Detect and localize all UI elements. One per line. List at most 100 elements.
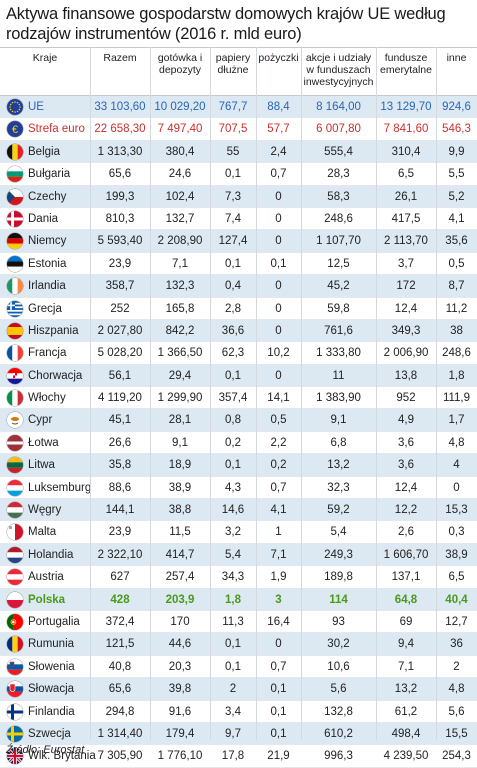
value-inne: 924,6 <box>442 101 471 113</box>
country-name: Litwa <box>28 459 55 472</box>
table-row: UE 33 103,60 10 029,20 767,7 88,4 8 164,00 13 … <box>0 96 477 119</box>
value-razem: 4 119,20 <box>98 392 142 405</box>
header-akcje: akcje i udziały w funduszach inwestycyjn… <box>303 52 374 88</box>
value-papiery: 5,4 <box>225 548 241 561</box>
flag-se-icon <box>7 725 23 742</box>
flag-lv-icon <box>7 434 23 451</box>
page-title: Aktywa finansowe gospodarstw domowych kr… <box>6 5 446 43</box>
value-razem: 5 028,20 <box>97 347 143 360</box>
flag-hu-icon <box>7 502 23 519</box>
table-row: Czechy 199,3 102,4 7,3 0 58,3 26,1 5,2 <box>0 185 477 208</box>
value-akcje: 761,6 <box>324 324 353 337</box>
table-row: Słowenia 40,8 20,3 0,1 0,7 10,6 7,1 2 <box>0 656 477 679</box>
value-akcje: 1 383,90 <box>316 392 361 405</box>
value-papiery: 0,1 <box>225 660 241 673</box>
value-inne: 0 <box>453 481 460 494</box>
value-gotowka: 132,7 <box>165 212 195 225</box>
country-name: Portugalia <box>28 615 80 628</box>
value-papiery: 4,3 <box>225 481 241 494</box>
column-divider <box>256 47 257 740</box>
flag-be-icon <box>7 143 23 160</box>
value-papiery: 0,1 <box>225 168 241 181</box>
value-fundusze: 2 113,70 <box>384 235 428 248</box>
value-fundusze: 4,9 <box>398 414 414 427</box>
value-inne: 38,9 <box>445 548 468 561</box>
column-divider <box>301 47 302 740</box>
flag-es-icon <box>7 322 23 339</box>
value-akcje: 10,6 <box>327 660 350 673</box>
table-row: Cypr 45,1 28,1 0,8 0,5 9,1 4,9 1,7 <box>0 409 477 432</box>
euro-flag-icon: € <box>7 121 23 138</box>
value-pozyczki: 7,1 <box>270 548 287 561</box>
value-razem: 65,6 <box>108 168 132 181</box>
value-akcje: 59,2 <box>327 504 350 517</box>
table-row: Portugalia 372,4 170 11,3 16,4 93 69 12,7 <box>0 611 477 634</box>
value-pozyczki: 0 <box>275 280 282 293</box>
value-papiery: 0,1 <box>225 459 241 472</box>
value-pozyczki: 0 <box>275 190 282 203</box>
value-fundusze: 64,8 <box>394 593 418 606</box>
value-razem: 428 <box>110 593 130 606</box>
header-pozyczki: pożyczki <box>258 52 299 64</box>
value-papiery: 7,3 <box>225 190 241 203</box>
value-akcje: 6 007,80 <box>316 123 361 136</box>
value-razem: 810,3 <box>105 212 135 225</box>
value-fundusze: 952 <box>396 392 416 405</box>
value-fundusze: 137,1 <box>391 571 421 584</box>
value-gotowka: 842,2 <box>165 324 195 337</box>
value-gotowka: 203,9 <box>165 593 195 606</box>
value-gotowka: 10 029,20 <box>154 101 206 113</box>
value-inne: 4,8 <box>448 683 465 696</box>
data-table: Kraje Razem gotówka i depozyty papiery d… <box>0 47 477 768</box>
value-gotowka: 11,5 <box>169 526 191 539</box>
value-papiery: 14,6 <box>221 504 245 517</box>
value-fundusze: 3,6 <box>398 459 414 472</box>
header-fundusze: fundusze emerytalne <box>380 52 432 76</box>
value-pozyczki: 0,1 <box>270 257 287 270</box>
country-name: Malta <box>28 526 57 539</box>
flag-nl-icon <box>7 546 23 563</box>
value-pozyczki: 10,2 <box>267 347 290 360</box>
table-row: Hiszpania 2 027,80 842,2 36,6 0 761,6 349,3 38 <box>0 319 477 343</box>
value-razem: 199,3 <box>105 190 135 203</box>
flag-cz-icon <box>7 188 23 205</box>
value-akcje: 9,1 <box>330 414 347 427</box>
value-fundusze: 417,5 <box>391 212 421 225</box>
value-papiery: 11,3 <box>222 615 244 628</box>
value-gotowka: 170 <box>170 615 190 628</box>
table-row: Dania 810,3 132,7 7,4 0 248,6 417,5 4,1 <box>0 208 477 231</box>
value-fundusze: 13,8 <box>394 369 418 382</box>
value-inne: 8,7 <box>448 280 465 293</box>
flag-cy-icon <box>7 412 23 429</box>
table-row: Włochy 4 119,20 1 299,90 357,4 14,1 1 383,90 9… <box>0 387 477 410</box>
column-divider <box>436 47 437 740</box>
value-inne: 1,8 <box>448 369 465 382</box>
value-akcje: 5,6 <box>330 683 347 696</box>
header-papiery: papiery dłużne <box>215 52 251 76</box>
value-akcje: 28,3 <box>327 168 350 181</box>
value-pozyczki: 0 <box>275 235 282 248</box>
country-name: UE <box>28 101 44 113</box>
value-pozyczki: 0,5 <box>270 414 287 427</box>
country-name: Grecja <box>28 302 62 315</box>
value-inne: 40,4 <box>445 593 468 606</box>
value-gotowka: 44,6 <box>168 638 192 651</box>
value-fundusze: 12,4 <box>394 481 418 494</box>
value-akcje: 1 107,70 <box>316 235 361 248</box>
value-papiery: 0,1 <box>225 257 241 270</box>
country-name: Węgry <box>28 504 62 517</box>
value-akcje: 58,3 <box>327 190 350 203</box>
value-papiery: 357,4 <box>218 392 248 405</box>
value-papiery: 767,7 <box>218 101 248 113</box>
table-row: Luksemburg 88,6 38,9 4,3 0,7 32,3 12,4 0 <box>0 477 477 500</box>
value-pozyczki: 57,7 <box>267 123 290 136</box>
country-name: Irlandia <box>28 280 66 293</box>
value-razem: 65,6 <box>108 683 132 696</box>
country-name: Łotwa <box>28 436 59 449</box>
table-row: € Strefa euro 22 658,30 7 497,40 707,5 57,7 6 … <box>0 118 477 141</box>
value-pozyczki: 0,1 <box>270 727 287 740</box>
country-name: Bułgaria <box>28 168 71 181</box>
value-gotowka: 18,9 <box>168 459 192 472</box>
value-inne: 36 <box>450 638 463 651</box>
value-akcje: 610,2 <box>324 727 353 740</box>
